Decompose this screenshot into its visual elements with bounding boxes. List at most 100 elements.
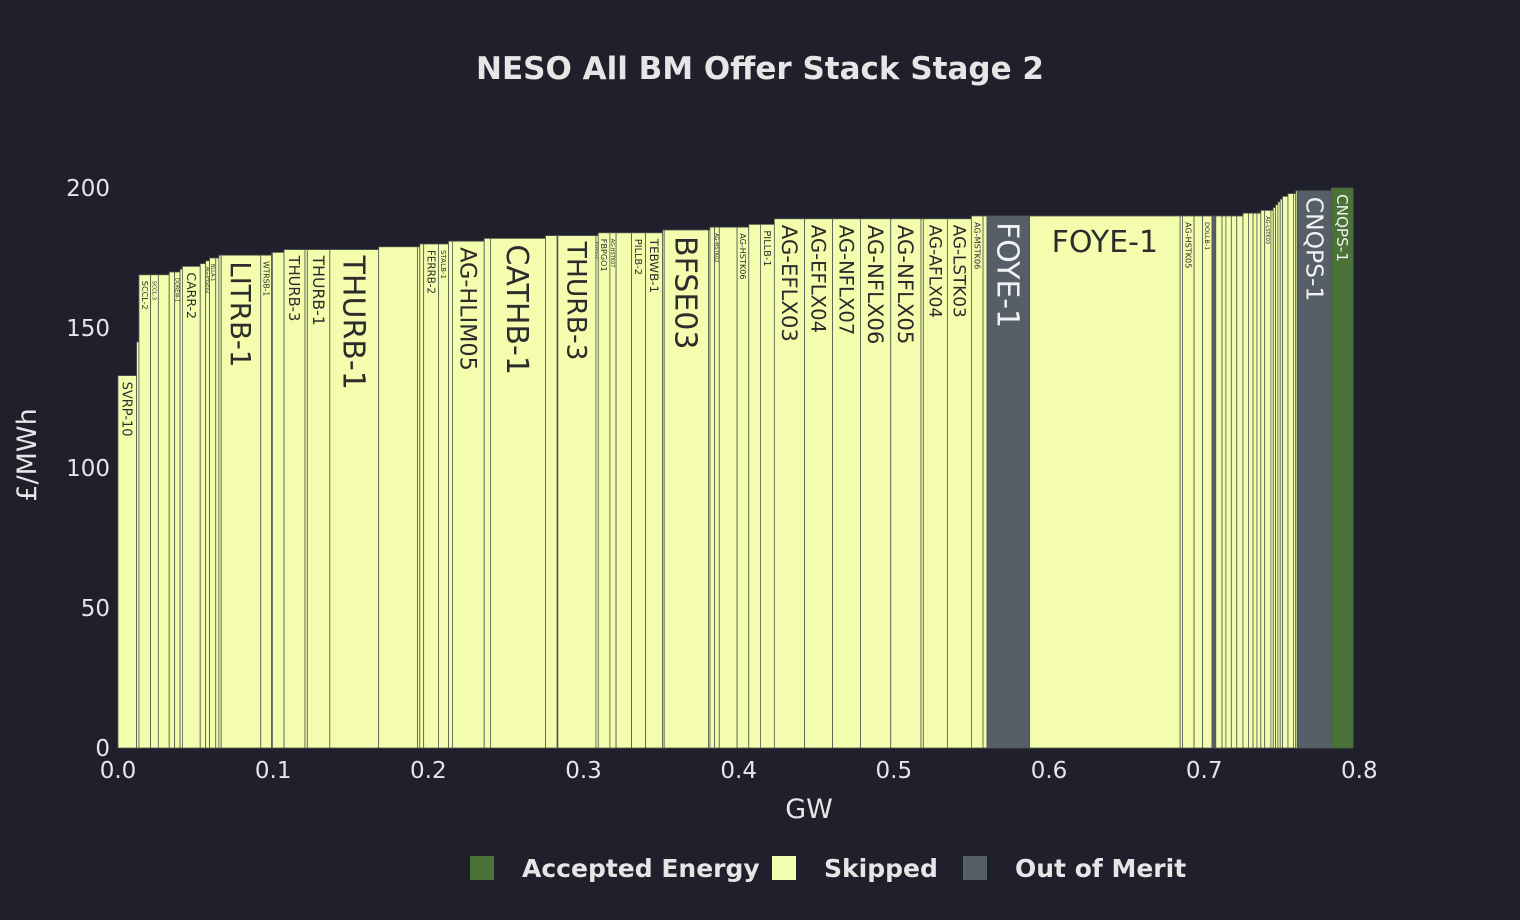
- x-tick-label: 0.8: [1341, 758, 1378, 784]
- bar-64: [1202, 215, 1213, 749]
- bar-71: [1242, 212, 1249, 749]
- bar-59: [986, 215, 1031, 749]
- bar-58: [982, 215, 988, 749]
- y-axis-title: £/MWh: [12, 408, 43, 501]
- bar-11: [209, 257, 217, 749]
- bar-2: [138, 274, 151, 749]
- bar-36: [609, 232, 617, 749]
- bar-68: [1225, 215, 1232, 749]
- bar-82: [1282, 195, 1289, 749]
- bar-label-15: WTRSB-1: [261, 261, 270, 296]
- bar-5: [168, 271, 176, 749]
- bar-label-52: AG-NFLX06: [863, 225, 888, 345]
- bar-label-2: SCCL-2: [140, 281, 150, 310]
- bar-label-8: CARR-2: [184, 272, 199, 319]
- bar-12: [215, 257, 220, 749]
- legend-swatch: [772, 856, 796, 880]
- x-axis-ticks: 0.0 0.1 0.2 0.3 0.4 0.5 0.6 0.7 0.8: [100, 758, 1378, 784]
- bar-48: [760, 223, 775, 749]
- bar-44: [714, 226, 720, 749]
- bar-label-76: AG-LSTK03: [1264, 216, 1270, 244]
- bar-17: [271, 251, 285, 749]
- bar-label-64: DOLLB-1: [1203, 222, 1211, 250]
- bar-label-60: FOYE-1: [1052, 225, 1158, 260]
- bar-67: [1221, 215, 1227, 749]
- bar-label-48: PILLB-1: [761, 230, 772, 266]
- x-tick-label: 0.1: [255, 758, 292, 784]
- bar-label-36: AG-HSTK07: [609, 239, 615, 268]
- bar-label-53: AG-NFLX05: [893, 225, 918, 345]
- bar-29: [483, 237, 491, 749]
- y-tick-label: 200: [66, 176, 110, 202]
- bar-56: [946, 218, 972, 749]
- legend-label: Skipped: [824, 854, 938, 883]
- y-tick-label: 0: [95, 736, 110, 762]
- bar-43: [709, 226, 716, 749]
- bar-label-34: FOYE-2: [593, 242, 599, 260]
- legend-swatch: [470, 856, 494, 880]
- bar-label-41: BFSE03: [668, 236, 703, 349]
- x-axis-title: GW: [785, 794, 833, 825]
- bar-label-33: THURB-3: [560, 241, 591, 361]
- bar-label-87: CNQPS-1: [1300, 197, 1328, 302]
- bar-39: [645, 232, 664, 749]
- bar-88: [1331, 187, 1354, 749]
- bar-label-18: THURB-3: [285, 255, 302, 322]
- y-tick-label: 100: [66, 456, 110, 482]
- bar-label-44: AG-MSTK02: [713, 233, 719, 262]
- bar-label-46: AG-HSTK06: [738, 233, 748, 279]
- bar-76: [1264, 209, 1272, 749]
- x-tick-label: 0.3: [565, 758, 602, 784]
- bar-74: [1256, 212, 1262, 749]
- bar-55: [922, 218, 948, 749]
- bar-label-0: SVRP-10: [119, 382, 134, 437]
- bar-label-25: FERRB-2: [424, 250, 436, 294]
- bar-label-20: THURB-1: [309, 255, 328, 326]
- bar-72: [1248, 212, 1254, 749]
- bar-label-26: STALB-1: [439, 250, 448, 279]
- bar-50: [804, 218, 833, 749]
- bar-label-3: SCCL-3: [151, 281, 157, 300]
- bar-label-39: TEBWB-1: [647, 238, 661, 293]
- bar-73: [1252, 212, 1258, 749]
- bar-75: [1260, 209, 1266, 749]
- x-tick-label: 0.5: [876, 758, 913, 784]
- bar-45: [718, 226, 738, 749]
- bar-25: [423, 243, 439, 749]
- bar-26: [438, 243, 449, 749]
- bar-label-10: AG-IHSE02: [204, 267, 210, 294]
- bar-label-14: LITRB-1: [224, 261, 257, 367]
- bar-65: [1211, 215, 1217, 749]
- x-tick-label: 0.6: [1031, 758, 1068, 784]
- legend-label: Accepted Energy: [522, 854, 760, 883]
- bar-label-50: AG-EFLX04: [807, 225, 830, 333]
- bar-label-88: CNQPS-1: [1333, 194, 1351, 262]
- bar-28: [451, 240, 485, 749]
- bar-label-28: AG-HLIM05: [454, 247, 480, 371]
- bar-57: [971, 215, 984, 749]
- x-tick-label: 0.0: [100, 758, 137, 784]
- bar-51: [832, 218, 861, 749]
- legend-label: Out of Merit: [1015, 854, 1186, 883]
- y-tick-label: 50: [81, 596, 110, 622]
- bar-10: [205, 260, 210, 749]
- bar-label-49: AG-EFLX03: [777, 225, 802, 342]
- bar-62: [1182, 215, 1195, 749]
- x-tick-label: 0.4: [720, 758, 757, 784]
- chart-title: NESO All BM Offer Stack Stage 2: [476, 51, 1044, 87]
- bar-label-62: AG-HSTK05: [1183, 222, 1193, 268]
- bars-group: SVRP-10 SCCL-2 SCCL-3 DOREW-1 CARR-2 AG-IHSE0…: [117, 187, 1354, 749]
- bar-35: [597, 232, 611, 749]
- bar-label-11: BLLA-1: [209, 264, 215, 281]
- bar-18: [283, 249, 306, 749]
- bar-69: [1230, 215, 1238, 749]
- legend: Accepted Energy Skipped Out of Merit: [470, 854, 1186, 883]
- bar-label-55: AG-AFLX04: [925, 225, 945, 318]
- bar-83: [1287, 193, 1294, 749]
- bar-label-35: FBPGO1: [599, 239, 609, 272]
- bar-24: [419, 243, 425, 749]
- x-tick-label: 0.2: [410, 758, 447, 784]
- bar-70: [1236, 215, 1244, 749]
- bar-27: [448, 240, 453, 749]
